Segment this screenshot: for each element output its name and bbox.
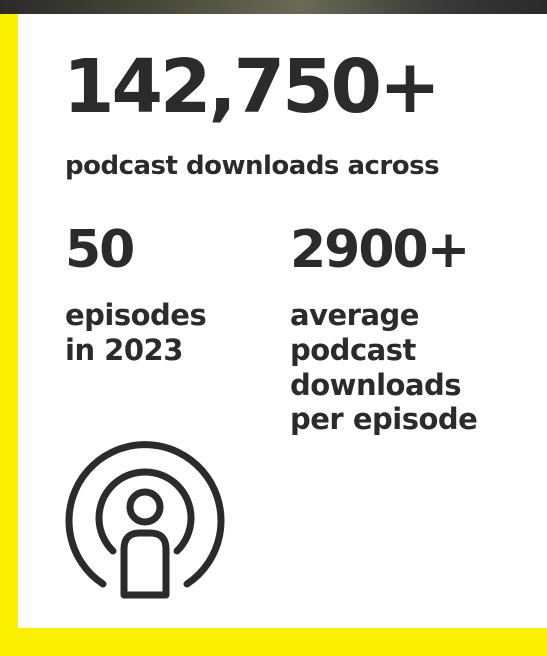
episodes-stat-label: episodes in 2023 [65, 298, 207, 367]
average-downloads-stat: 2900+ average podcast downloads per epis… [290, 220, 478, 437]
episodes-stat: 50 episodes in 2023 [65, 220, 207, 368]
total-downloads-number: 142,750+ [63, 44, 441, 130]
podcast-icon [65, 441, 225, 599]
episodes-stat-value: 50 [65, 220, 135, 280]
stats-card: 142,750+ podcast downloads across 50 epi… [18, 14, 547, 628]
average-downloads-stat-value: 2900+ [290, 220, 470, 280]
total-downloads-caption: podcast downloads across [65, 151, 440, 181]
average-downloads-stat-label: average podcast downloads per episode [290, 298, 478, 437]
top-image-strip [0, 0, 547, 14]
